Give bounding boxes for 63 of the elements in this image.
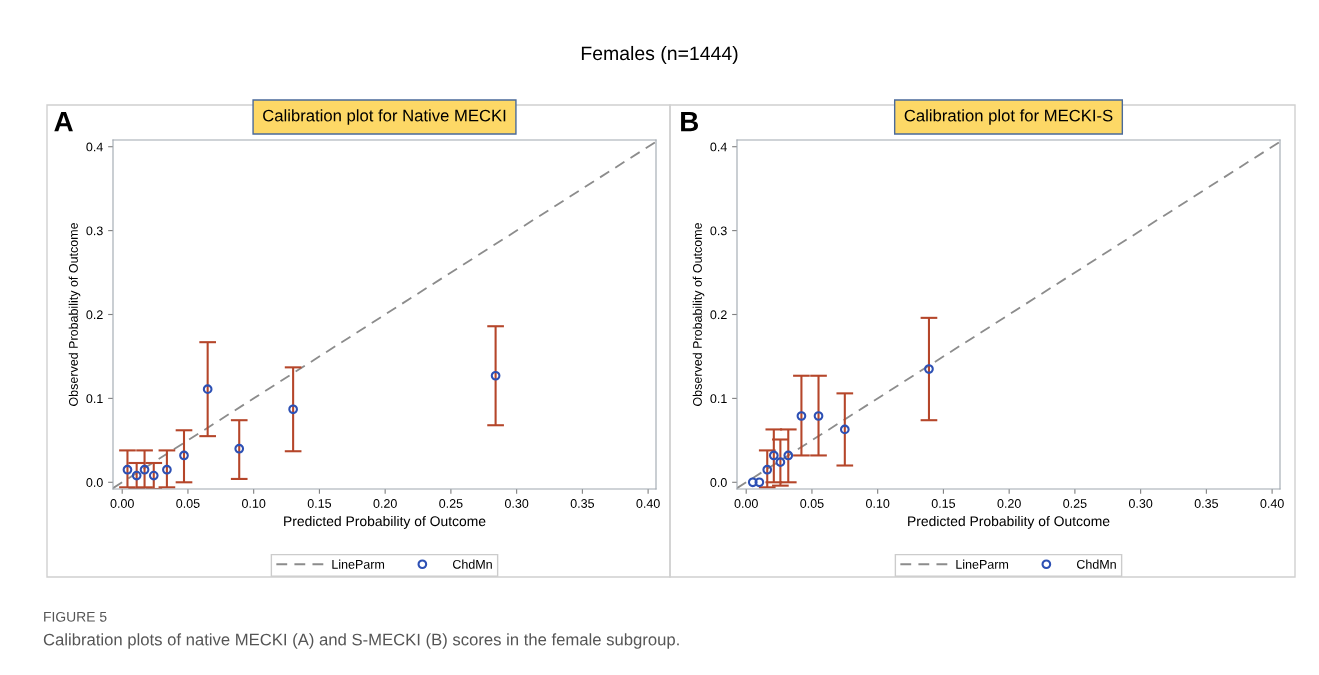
text: A: [54, 112, 73, 132]
point: [813, 411, 824, 421]
y-tick-label: 0.3: [86, 226, 103, 236]
point: [179, 450, 189, 461]
y-tick-label: 0.2: [86, 310, 103, 320]
x-axis-title: Predicted Probability of Outcome: [908, 515, 1110, 529]
x-tick-label: 0.15: [307, 499, 332, 508]
x-tick-label: 0.30: [504, 499, 529, 508]
point: [148, 470, 159, 481]
x-axis-title: Predicted Probability of Outcome: [284, 515, 486, 529]
point: [490, 370, 501, 381]
point: [202, 384, 213, 395]
x-tick-label: 0.25: [439, 499, 463, 508]
x-tick-label: 0.00: [734, 499, 758, 508]
x-tick-label: 0.05: [800, 499, 824, 508]
x-tick-label: 0.20: [373, 499, 397, 508]
point: [162, 464, 172, 475]
point: [775, 457, 786, 468]
point: [139, 464, 150, 475]
y-axis-title: Observed Probability of Outcome: [692, 222, 705, 406]
y-axis-title: Observed Probability of Outcome: [68, 222, 81, 406]
text: Females (n=1444): [581, 45, 738, 65]
y-tick-label: 0.0: [86, 478, 103, 487]
point: [234, 443, 245, 454]
y-tick-label: 0.1: [86, 394, 103, 404]
point: [754, 477, 765, 488]
legend-label: LineParm: [332, 559, 385, 569]
caption: FIGURE 5: [44, 611, 107, 622]
point: [924, 364, 934, 374]
point: [839, 424, 850, 435]
x-tick-label: 0.15: [931, 499, 956, 508]
point: [122, 464, 133, 475]
chart-title: Calibration plot for MECKI-S: [904, 109, 1113, 125]
point: [783, 450, 794, 461]
point: [747, 477, 758, 488]
point: [131, 470, 142, 481]
x-tick-label: 0.35: [1194, 499, 1219, 508]
x-tick-label: 0.00: [110, 499, 134, 508]
point: [796, 411, 807, 421]
x-tick-label: 0.25: [1063, 499, 1087, 508]
x-tick-label: 0.10: [866, 499, 890, 508]
y-tick-label: 0.3: [710, 226, 727, 236]
point: [768, 450, 779, 461]
y-tick-label: 0.0: [710, 478, 727, 487]
x-tick-label: 0.30: [1128, 499, 1153, 508]
x-tick-label: 0.40: [1260, 499, 1284, 508]
text: B: [681, 112, 699, 132]
text: Calibration plots of native MECKI (A) and S-MECKI (B) scores in the female subgroup.: [43, 633, 679, 649]
legend-label: LineParm: [956, 559, 1009, 569]
x-tick-label: 0.20: [997, 499, 1021, 508]
x-tick-label: 0.40: [636, 499, 660, 508]
y-tick-label: 0.4: [710, 142, 727, 152]
x-tick-label: 0.35: [570, 499, 595, 508]
y-tick-label: 0.4: [86, 142, 103, 152]
point: [762, 464, 773, 475]
chart-title: Calibration plot for Native MECKI: [263, 109, 506, 125]
x-tick-label: 0.05: [176, 499, 200, 508]
point: [288, 404, 298, 415]
y-tick-label: 0.2: [710, 310, 727, 320]
legend-label: ChdMn: [452, 559, 492, 569]
y-tick-label: 0.1: [710, 394, 727, 404]
legend-label: ChdMn: [1076, 559, 1116, 569]
x-tick-label: 0.10: [242, 499, 266, 508]
